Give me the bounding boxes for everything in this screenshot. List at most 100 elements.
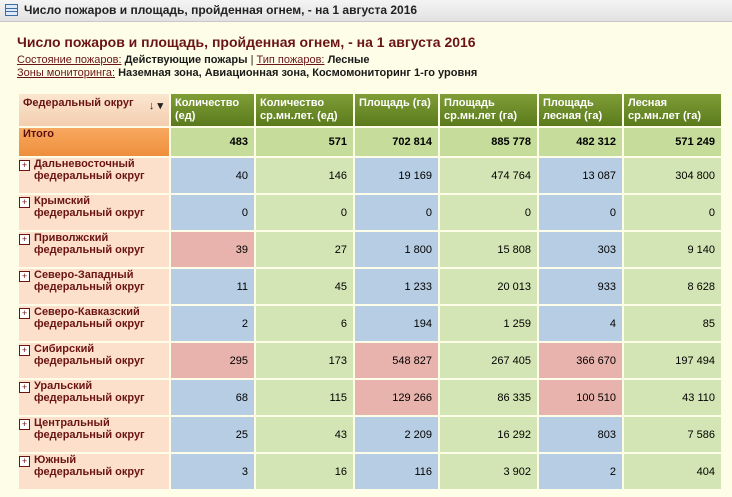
table-icon bbox=[5, 4, 18, 16]
table-cell: 304 800 bbox=[624, 158, 721, 193]
column-header[interactable]: Лесная ср.мн.лет (га) bbox=[624, 94, 721, 126]
filter-type-link[interactable]: Тип пожаров: bbox=[256, 54, 325, 66]
row-header[interactable]: + Крымский федеральный округ bbox=[19, 195, 169, 230]
row-header[interactable]: + Северо-Кавказский федеральный округ bbox=[19, 306, 169, 341]
table-cell: 173 bbox=[256, 343, 353, 378]
total-cell: 571 249 bbox=[624, 128, 721, 156]
report-title: Число пожаров и площадь, пройденная огне… bbox=[17, 34, 476, 50]
table-cell: 0 bbox=[624, 195, 721, 230]
table-cell: 197 494 bbox=[624, 343, 721, 378]
filter-state-link[interactable]: Состояние пожаров: bbox=[17, 54, 122, 66]
row-header[interactable]: + Уральский федеральный округ bbox=[19, 380, 169, 415]
table-cell: 0 bbox=[171, 195, 254, 230]
total-cell: 885 778 bbox=[440, 128, 537, 156]
expand-icon[interactable]: + bbox=[19, 160, 30, 171]
row-header[interactable]: + Сибирский федеральный округ bbox=[19, 343, 169, 378]
table-cell: 11 bbox=[171, 269, 254, 304]
data-table: Федеральный округ ↓ ▾ Количество (ед) Ко… bbox=[17, 92, 723, 491]
expand-icon[interactable]: + bbox=[19, 456, 30, 467]
expand-icon[interactable]: + bbox=[19, 382, 30, 393]
filter-line-1: Состояние пожаров: Действующие пожары | … bbox=[17, 54, 370, 66]
table-cell: 303 bbox=[539, 232, 622, 267]
filter-zones-link[interactable]: Зоны мониторинга: bbox=[17, 67, 116, 79]
table-row: + Северо-Кавказский федеральный округ 2 6 19… bbox=[19, 306, 721, 341]
table-cell: 3 902 bbox=[440, 454, 537, 489]
row-header[interactable]: + Центральный федеральный округ bbox=[19, 417, 169, 452]
table-cell: 20 013 bbox=[440, 269, 537, 304]
table-cell: 86 335 bbox=[440, 380, 537, 415]
table-cell: 0 bbox=[256, 195, 353, 230]
filter-zones-value: Наземная зона, Авиационная зона, Космомо… bbox=[118, 67, 478, 79]
row-label: Северо-Кавказский федеральный округ bbox=[34, 306, 145, 330]
row-label: Приволжский федеральный округ bbox=[34, 232, 145, 256]
total-cell: 482 312 bbox=[539, 128, 622, 156]
table-cell: 474 764 bbox=[440, 158, 537, 193]
table-cell: 295 bbox=[171, 343, 254, 378]
table-cell: 2 bbox=[539, 454, 622, 489]
table-cell: 9 140 bbox=[624, 232, 721, 267]
table-cell: 194 bbox=[355, 306, 438, 341]
dimension-header[interactable]: Федеральный округ ↓ ▾ bbox=[19, 94, 169, 126]
table-row: + Приволжский федеральный округ 39 27 1 800 1… bbox=[19, 232, 721, 267]
table-cell: 40 bbox=[171, 158, 254, 193]
table-cell: 15 808 bbox=[440, 232, 537, 267]
window-titlebar: Число пожаров и площадь, пройденная огне… bbox=[0, 0, 732, 22]
table-cell: 404 bbox=[624, 454, 721, 489]
column-header[interactable]: Площадь лесная (га) bbox=[539, 94, 622, 126]
window-title: Число пожаров и площадь, пройденная огне… bbox=[24, 3, 418, 17]
total-label: Итого bbox=[19, 128, 169, 156]
table-cell: 8 628 bbox=[624, 269, 721, 304]
table-cell: 1 800 bbox=[355, 232, 438, 267]
table-row: + Северо-Западный федеральный округ 11 45 1 … bbox=[19, 269, 721, 304]
table-cell: 39 bbox=[171, 232, 254, 267]
dimension-header-label: Федеральный округ bbox=[23, 97, 134, 109]
table-cell: 6 bbox=[256, 306, 353, 341]
sort-dropdown-icon[interactable]: ↓ ▾ bbox=[148, 100, 163, 112]
filter-state-value: Действующие пожары bbox=[124, 54, 248, 66]
table-cell: 19 169 bbox=[355, 158, 438, 193]
table-row: + Крымский федеральный округ 0 0 0 0 0 0 bbox=[19, 195, 721, 230]
table-cell: 803 bbox=[539, 417, 622, 452]
table-cell: 1 259 bbox=[440, 306, 537, 341]
table-cell: 2 209 bbox=[355, 417, 438, 452]
expand-icon[interactable]: + bbox=[19, 308, 30, 319]
total-cell: 571 bbox=[256, 128, 353, 156]
table-cell: 13 087 bbox=[539, 158, 622, 193]
table-cell: 129 266 bbox=[355, 380, 438, 415]
table-row: + Южный федеральный округ 3 16 116 3 902 2 404 bbox=[19, 454, 721, 489]
row-label: Северо-Западный федеральный округ bbox=[34, 269, 145, 293]
table-cell: 4 bbox=[539, 306, 622, 341]
table-cell: 2 bbox=[171, 306, 254, 341]
total-row: Итого 483 571 702 814 885 778 482 312 57… bbox=[19, 128, 721, 156]
table-cell: 146 bbox=[256, 158, 353, 193]
expand-icon[interactable]: + bbox=[19, 197, 30, 208]
table-cell: 115 bbox=[256, 380, 353, 415]
row-label: Уральский федеральный округ bbox=[34, 380, 145, 404]
row-header[interactable]: + Южный федеральный округ bbox=[19, 454, 169, 489]
expand-icon[interactable]: + bbox=[19, 419, 30, 430]
table-cell: 100 510 bbox=[539, 380, 622, 415]
row-label: Дальневосточный федеральный округ bbox=[34, 158, 145, 182]
expand-icon[interactable]: + bbox=[19, 234, 30, 245]
row-header[interactable]: + Дальневосточный федеральный округ bbox=[19, 158, 169, 193]
row-header[interactable]: + Приволжский федеральный округ bbox=[19, 232, 169, 267]
row-label: Центральный федеральный округ bbox=[34, 417, 145, 441]
table-row: + Сибирский федеральный округ 295 173 548 82… bbox=[19, 343, 721, 378]
expand-icon[interactable]: + bbox=[19, 345, 30, 356]
column-header[interactable]: Количество (ед) bbox=[171, 94, 254, 126]
total-cell: 702 814 bbox=[355, 128, 438, 156]
table-cell: 25 bbox=[171, 417, 254, 452]
table-cell: 45 bbox=[256, 269, 353, 304]
table-cell: 68 bbox=[171, 380, 254, 415]
table-cell: 933 bbox=[539, 269, 622, 304]
expand-icon[interactable]: + bbox=[19, 271, 30, 282]
row-header[interactable]: + Северо-Западный федеральный округ bbox=[19, 269, 169, 304]
table-cell: 116 bbox=[355, 454, 438, 489]
filter-type-value: Лесные bbox=[327, 54, 370, 66]
table-cell: 85 bbox=[624, 306, 721, 341]
column-header[interactable]: Площадь (га) bbox=[355, 94, 438, 126]
column-header[interactable]: Площадь ср.мн.лет (га) bbox=[440, 94, 537, 126]
column-header[interactable]: Количество ср.мн.лет. (ед) bbox=[256, 94, 353, 126]
table-row: + Центральный федеральный округ 25 43 2 209 1… bbox=[19, 417, 721, 452]
table-cell: 548 827 bbox=[355, 343, 438, 378]
